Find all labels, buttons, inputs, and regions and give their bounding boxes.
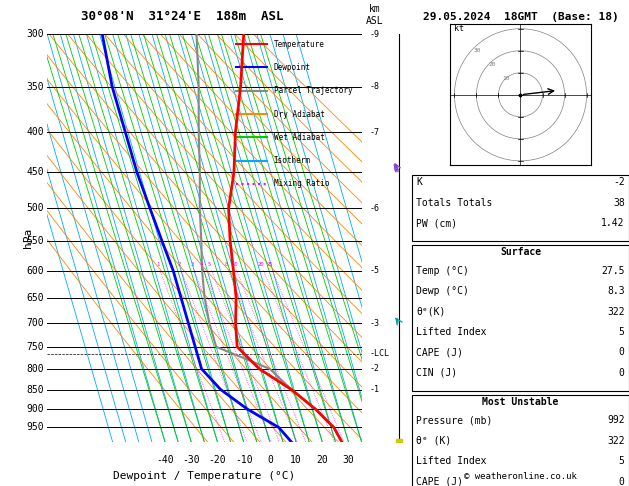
Text: θᵉ(K): θᵉ(K)	[416, 307, 446, 316]
Text: 10: 10	[503, 76, 510, 82]
Text: Dewp (°C): Dewp (°C)	[416, 286, 469, 296]
Text: -LCL: -LCL	[369, 349, 389, 358]
Text: 5: 5	[619, 456, 625, 466]
Text: 4: 4	[200, 262, 203, 267]
Text: 322: 322	[607, 436, 625, 446]
Text: 8.3: 8.3	[607, 286, 625, 296]
Text: -7: -7	[369, 128, 379, 137]
Text: Pressure (mb): Pressure (mb)	[416, 416, 493, 425]
Text: 27.5: 27.5	[601, 266, 625, 276]
Text: Dewpoint / Temperature (°C): Dewpoint / Temperature (°C)	[113, 471, 296, 481]
Text: Dewpoint: Dewpoint	[274, 63, 311, 72]
Text: 25: 25	[267, 262, 274, 267]
Text: 20: 20	[258, 262, 264, 267]
Text: 850: 850	[26, 384, 44, 395]
Text: 322: 322	[607, 307, 625, 316]
Text: -30: -30	[182, 454, 200, 465]
Text: 10: 10	[231, 262, 238, 267]
Text: 30: 30	[474, 48, 481, 53]
Text: kt: kt	[454, 24, 464, 33]
Text: Mixing Ratio: Mixing Ratio	[274, 179, 329, 189]
Text: CAPE (J): CAPE (J)	[416, 347, 464, 357]
Text: -9: -9	[369, 30, 379, 38]
Text: 30: 30	[343, 454, 355, 465]
Text: 0: 0	[619, 368, 625, 378]
Text: Surface: Surface	[500, 247, 541, 258]
Text: 800: 800	[26, 364, 44, 374]
Text: 5: 5	[619, 327, 625, 337]
Bar	[412, 395, 629, 486]
Text: 400: 400	[26, 127, 44, 137]
Text: 650: 650	[26, 293, 44, 303]
Text: 550: 550	[26, 236, 44, 246]
Text: 950: 950	[26, 422, 44, 433]
Text: 0: 0	[619, 347, 625, 357]
Text: Totals Totals: Totals Totals	[416, 198, 493, 208]
Text: 29.05.2024  18GMT  (Base: 18): 29.05.2024 18GMT (Base: 18)	[423, 12, 618, 22]
Text: 600: 600	[26, 266, 44, 276]
Text: -6: -6	[369, 204, 379, 213]
Text: Parcel Trajectory: Parcel Trajectory	[274, 87, 352, 95]
Text: Most Unstable: Most Unstable	[482, 397, 559, 407]
Text: Lifted Index: Lifted Index	[416, 456, 487, 466]
Text: 350: 350	[26, 82, 44, 92]
Text: 900: 900	[26, 404, 44, 414]
Text: -2: -2	[613, 177, 625, 188]
Text: 500: 500	[26, 204, 44, 213]
Text: 450: 450	[26, 168, 44, 177]
Text: Temp (°C): Temp (°C)	[416, 266, 469, 276]
Text: -10: -10	[235, 454, 253, 465]
Text: © weatheronline.co.uk: © weatheronline.co.uk	[464, 472, 577, 481]
Text: 38: 38	[613, 198, 625, 208]
Text: 3: 3	[191, 262, 194, 267]
Text: 700: 700	[26, 318, 44, 328]
Text: θᵉ (K): θᵉ (K)	[416, 436, 452, 446]
Text: 0: 0	[267, 454, 273, 465]
Text: 1: 1	[156, 262, 159, 267]
Text: PW (cm): PW (cm)	[416, 218, 457, 228]
Text: Dry Adiabat: Dry Adiabat	[274, 109, 325, 119]
Text: -20: -20	[209, 454, 226, 465]
Text: hPa: hPa	[23, 228, 33, 248]
Text: Wet Adiabat: Wet Adiabat	[274, 133, 325, 142]
Text: 30°08'N  31°24'E  188m  ASL: 30°08'N 31°24'E 188m ASL	[81, 10, 284, 23]
Bar	[412, 245, 629, 391]
Text: Temperature: Temperature	[274, 40, 325, 49]
Text: Isotherm: Isotherm	[274, 156, 311, 165]
Text: CAPE (J): CAPE (J)	[416, 477, 464, 486]
Text: 300: 300	[26, 29, 44, 39]
Text: 1.42: 1.42	[601, 218, 625, 228]
Text: -40: -40	[156, 454, 174, 465]
Text: 5: 5	[208, 262, 211, 267]
Text: 10: 10	[290, 454, 302, 465]
Text: km
ASL: km ASL	[365, 4, 383, 26]
Bar	[412, 175, 629, 241]
Text: -8: -8	[369, 82, 379, 91]
Text: 750: 750	[26, 342, 44, 352]
Text: 0: 0	[619, 477, 625, 486]
Text: 2: 2	[177, 262, 181, 267]
Text: -3: -3	[369, 319, 379, 328]
Text: 8: 8	[225, 262, 228, 267]
Text: -5: -5	[369, 266, 379, 275]
Text: K: K	[416, 177, 422, 188]
Text: -2: -2	[369, 364, 379, 373]
Text: Lifted Index: Lifted Index	[416, 327, 487, 337]
Text: 20: 20	[316, 454, 328, 465]
Text: -1: -1	[369, 385, 379, 394]
Text: 992: 992	[607, 416, 625, 425]
Text: 20: 20	[488, 62, 496, 67]
Text: CIN (J): CIN (J)	[416, 368, 457, 378]
